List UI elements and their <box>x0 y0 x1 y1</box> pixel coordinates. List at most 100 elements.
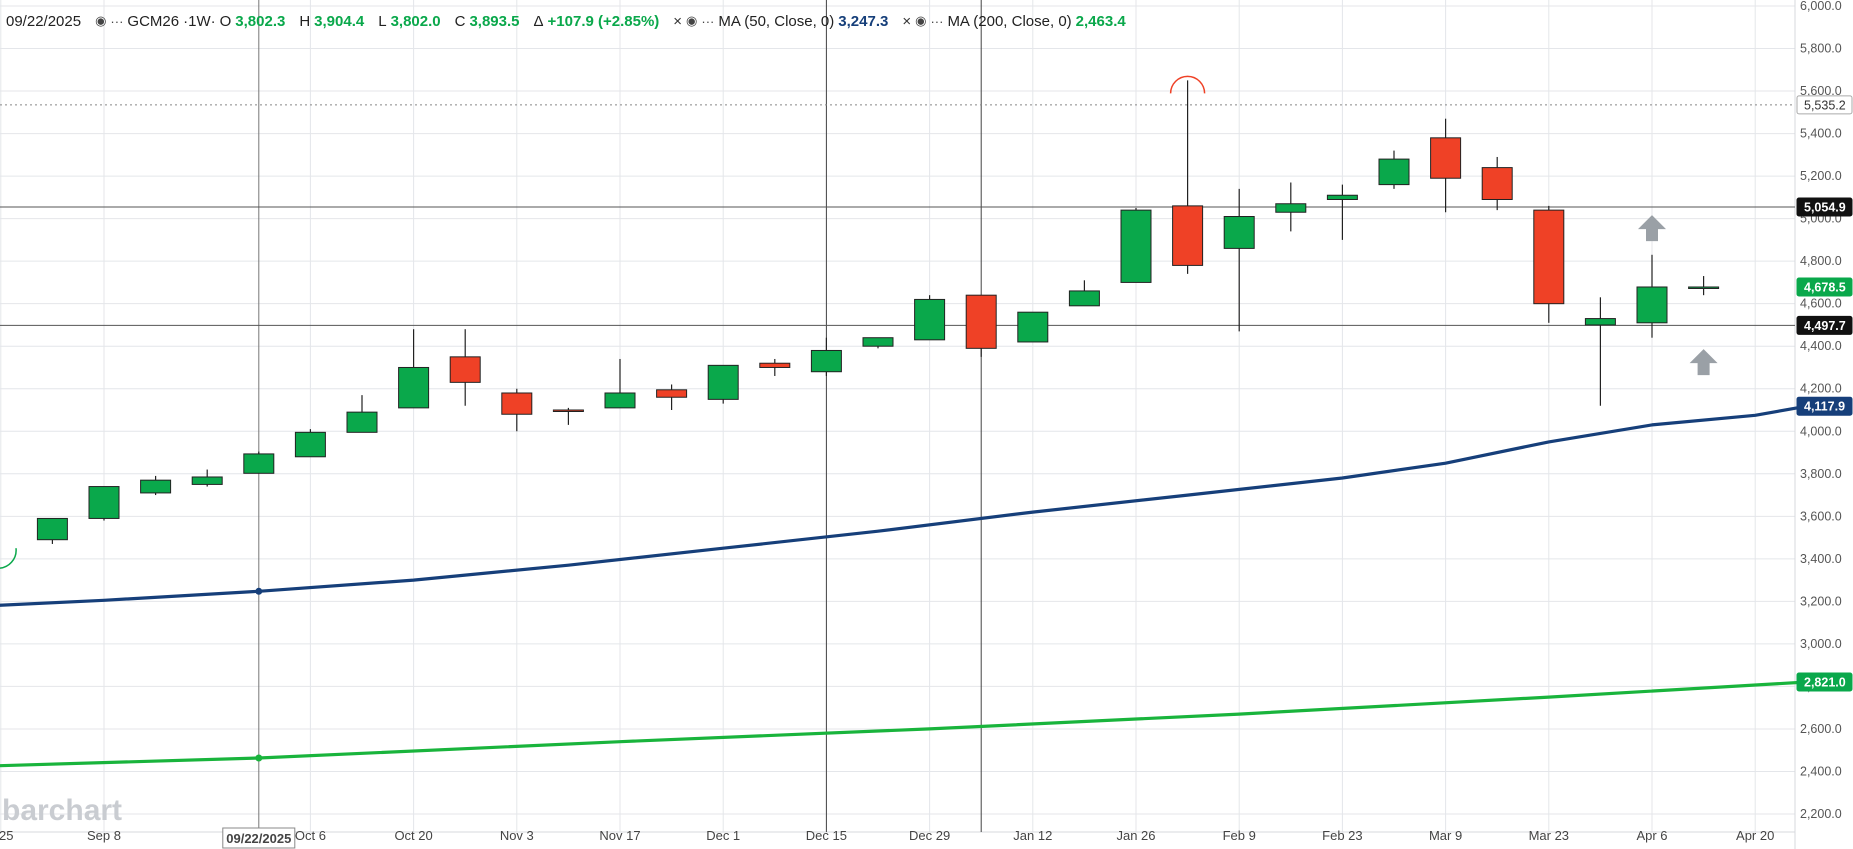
price-tag-label: 2,821.0 <box>1804 675 1846 689</box>
x-tick-label: Apr 6 <box>1636 828 1667 843</box>
candle <box>1326 184 1358 240</box>
candle <box>914 295 946 341</box>
x-tick-label: Apr 20 <box>1736 828 1774 843</box>
x-tick-label: Feb 23 <box>1322 828 1362 843</box>
candle-body <box>810 349 842 373</box>
crosshair-date-label: 09/22/2025 <box>222 827 296 849</box>
y-tick-label: 3,400.0 <box>1800 552 1842 566</box>
candle-body <box>1223 216 1255 249</box>
price-tag-bg <box>1796 197 1853 217</box>
candle <box>810 337 842 376</box>
candle-body <box>1378 158 1410 186</box>
chart-legend: 09/22/2025 ◉ ··· GCM26 ·1W· O 3,802.3 H … <box>6 9 1130 33</box>
candle-body <box>449 356 481 383</box>
candle <box>656 384 688 410</box>
candle <box>449 329 481 406</box>
watermark: barchart <box>2 794 122 827</box>
price-tag-bg <box>1796 277 1853 297</box>
x-tick-label: g 25 <box>0 828 13 843</box>
legend-close-label: C <box>454 12 466 30</box>
eye-icon[interactable]: ◉ <box>686 13 698 28</box>
more-icon[interactable]: ··· <box>110 13 124 29</box>
candle <box>346 395 378 433</box>
candle-body <box>346 411 378 433</box>
price-tag-bg <box>1796 396 1853 416</box>
candle-body <box>862 337 894 347</box>
price-tag-label: 5,535.2 <box>1804 98 1846 112</box>
y-tick-label: 5,400.0 <box>1800 127 1842 141</box>
candle-body <box>1275 203 1307 213</box>
candle-body <box>1326 194 1358 200</box>
candle <box>1481 156 1513 211</box>
candle <box>36 517 68 544</box>
candle <box>1275 182 1307 232</box>
candle-body <box>1172 205 1204 266</box>
x-tick-label: Feb 9 <box>1223 828 1256 843</box>
x-tick-label: Dec 29 <box>909 828 950 843</box>
candle <box>88 486 120 521</box>
candle-body <box>1120 209 1152 283</box>
price-tag-bg <box>1796 672 1853 692</box>
candle <box>1017 311 1049 343</box>
legend-change-label: Δ <box>533 12 544 30</box>
candle-body <box>294 431 326 458</box>
crosshair-date-box <box>222 827 296 849</box>
candle-body <box>191 476 223 485</box>
candle-body <box>552 409 584 412</box>
remove-study-ma200-button[interactable]: × <box>902 12 912 30</box>
legend-high-value: 3,904.4 <box>314 12 365 30</box>
candle-body <box>965 294 997 349</box>
price-tag: 5,054.9 <box>1796 197 1853 217</box>
ma200-line <box>0 680 1807 768</box>
x-tick-label: Jan 26 <box>1116 828 1155 843</box>
candle <box>501 388 533 432</box>
y-tick-label: 3,200.0 <box>1800 594 1842 608</box>
candle-body <box>1017 311 1049 343</box>
legend-close-value: 3,893.5 <box>469 12 520 30</box>
price-tag-label: 4,497.7 <box>1804 319 1846 333</box>
crosshair-dot <box>255 754 263 762</box>
candle <box>1172 80 1204 274</box>
candle <box>759 358 791 376</box>
grid-lines <box>0 0 1795 832</box>
x-tick-label: Dec 15 <box>806 828 847 843</box>
candle-body <box>1430 137 1462 179</box>
more-icon[interactable]: ··· <box>930 13 944 29</box>
candle <box>243 451 275 474</box>
legend-symbol: GCM26 <box>127 12 180 30</box>
eye-icon[interactable]: ◉ <box>95 13 107 28</box>
candle <box>1533 205 1565 323</box>
candle <box>862 337 894 349</box>
more-icon[interactable]: ··· <box>701 13 715 29</box>
price-tag-label: 5,054.9 <box>1804 200 1846 214</box>
price-tag: 4,678.5 <box>1796 277 1853 297</box>
price-tag-bg <box>1796 95 1853 115</box>
remove-study-ma50-button[interactable]: × <box>673 12 683 30</box>
candle <box>1688 276 1720 296</box>
x-tick-label: Jan 12 <box>1013 828 1052 843</box>
candle <box>707 364 739 404</box>
y-tick-label: 4,600.0 <box>1800 297 1842 311</box>
x-tick-label: Dec 1 <box>706 828 740 843</box>
candle-body <box>398 366 430 409</box>
candle <box>1223 188 1255 332</box>
legend-ma50-label: MA (50, Close, 0) <box>718 12 835 30</box>
candle-body <box>501 392 533 415</box>
candle-body <box>1688 286 1720 289</box>
legend-ma50-value: 3,247.3 <box>838 12 889 30</box>
candle <box>1120 208 1152 283</box>
candle <box>191 469 223 487</box>
x-tick-label: Oct 20 <box>394 828 432 843</box>
legend-low-value: 3,802.0 <box>390 12 441 30</box>
y-tick-label: 5,200.0 <box>1800 169 1842 183</box>
y-tick-label: 6,000.0 <box>1800 0 1842 13</box>
candle <box>1378 150 1410 189</box>
price-tag: 2,821.0 <box>1796 672 1853 692</box>
high-arc-marker <box>1169 75 1206 94</box>
low-arc-marker <box>0 548 17 569</box>
candle-body <box>1481 167 1513 200</box>
legend-high-label: H <box>299 12 311 30</box>
legend-change-value: +107.9 (+2.85%) <box>547 12 660 30</box>
eye-icon[interactable]: ◉ <box>915 13 927 28</box>
